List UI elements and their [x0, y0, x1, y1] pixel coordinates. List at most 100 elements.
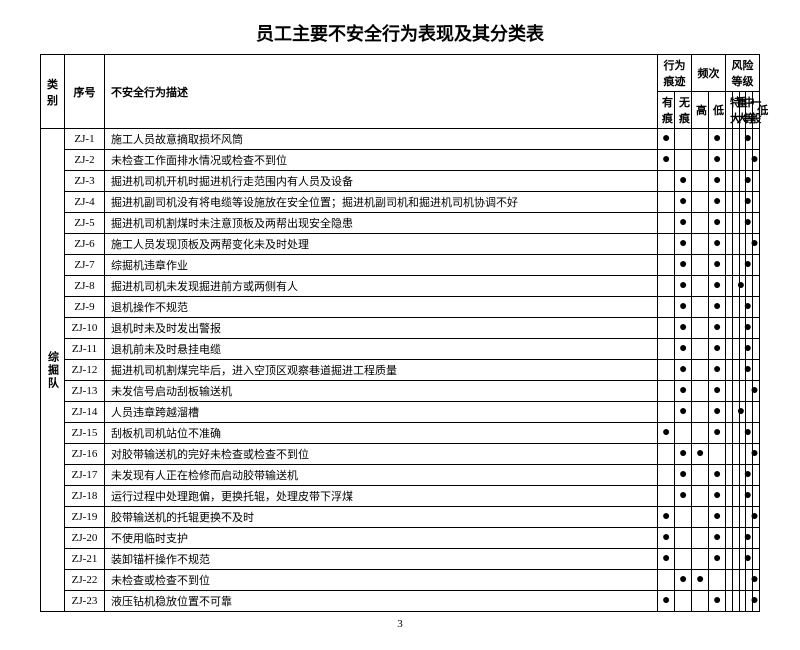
mark-cell	[753, 192, 760, 213]
table-row: ZJ-22未检查或检查不到位●●●	[41, 570, 760, 591]
mark-cell	[692, 318, 709, 339]
mark-cell: ●	[709, 192, 726, 213]
dot-icon: ●	[679, 488, 687, 503]
mark-cell: ●	[746, 444, 753, 465]
seq-cell: ZJ-18	[65, 486, 105, 507]
mark-cell: ●	[658, 507, 675, 528]
mark-cell	[726, 402, 733, 423]
mark-cell	[732, 486, 739, 507]
mark-cell	[732, 150, 739, 171]
mark-cell	[753, 339, 760, 360]
mark-cell	[692, 171, 709, 192]
mark-cell	[739, 570, 746, 591]
header-seq: 序号	[65, 55, 105, 129]
desc-cell: 综掘机违章作业	[105, 255, 658, 276]
mark-cell	[732, 234, 739, 255]
mark-cell	[692, 297, 709, 318]
dot-icon: ●	[713, 173, 721, 188]
table-row: ZJ-23液压钻机稳放位置不可靠●●●	[41, 591, 760, 612]
mark-cell: ●	[739, 339, 746, 360]
mark-cell	[692, 129, 709, 150]
mark-cell: ●	[746, 570, 753, 591]
seq-cell: ZJ-7	[65, 255, 105, 276]
desc-cell: 人员违章跨越溜槽	[105, 402, 658, 423]
dot-icon: ●	[679, 362, 687, 377]
seq-cell: ZJ-10	[65, 318, 105, 339]
seq-cell: ZJ-19	[65, 507, 105, 528]
table-row: ZJ-18运行过程中处理跑偏，更换托辊，处理皮带下浮煤●●●	[41, 486, 760, 507]
mark-cell	[658, 444, 675, 465]
seq-cell: ZJ-9	[65, 297, 105, 318]
mark-cell	[753, 129, 760, 150]
mark-cell: ●	[675, 171, 692, 192]
dot-icon: ●	[662, 509, 670, 524]
mark-cell: ●	[739, 549, 746, 570]
mark-cell: ●	[658, 528, 675, 549]
mark-cell	[675, 591, 692, 612]
dot-icon: ●	[679, 215, 687, 230]
mark-cell: ●	[658, 129, 675, 150]
mark-cell: ●	[739, 213, 746, 234]
table-row: ZJ-12掘进机司机割煤完毕后，进入空顶区观察巷道掘进工程质量●●●	[41, 360, 760, 381]
mark-cell: ●	[739, 192, 746, 213]
dot-icon: ●	[737, 278, 745, 293]
table-row: 综掘队ZJ-1施工人员故意摘取损坏风筒●●●	[41, 129, 760, 150]
table-row: ZJ-2未检查工作面排水情况或检查不到位●●●	[41, 150, 760, 171]
table-row: ZJ-10退机时未及时发出警报●●●	[41, 318, 760, 339]
dot-icon: ●	[713, 278, 721, 293]
mark-cell	[692, 507, 709, 528]
mark-cell: ●	[675, 570, 692, 591]
dot-icon: ●	[713, 404, 721, 419]
mark-cell	[753, 171, 760, 192]
seq-cell: ZJ-11	[65, 339, 105, 360]
mark-cell	[726, 150, 733, 171]
table-row: ZJ-8掘进机司机未发现掘进前方或两侧有人●●●	[41, 276, 760, 297]
mark-cell	[732, 507, 739, 528]
mark-cell	[753, 549, 760, 570]
mark-cell: ●	[709, 150, 726, 171]
table-row: ZJ-15刮板机司机站位不准确●●●	[41, 423, 760, 444]
mark-cell	[753, 213, 760, 234]
desc-cell: 未检查或检查不到位	[105, 570, 658, 591]
seq-cell: ZJ-17	[65, 465, 105, 486]
seq-cell: ZJ-2	[65, 150, 105, 171]
desc-cell: 装卸锚杆操作不规范	[105, 549, 658, 570]
mark-cell: ●	[709, 339, 726, 360]
mark-cell	[658, 234, 675, 255]
seq-cell: ZJ-16	[65, 444, 105, 465]
mark-cell	[732, 444, 739, 465]
seq-cell: ZJ-8	[65, 276, 105, 297]
mark-cell	[658, 339, 675, 360]
mark-cell	[658, 297, 675, 318]
mark-cell: ●	[709, 423, 726, 444]
mark-cell	[692, 423, 709, 444]
dot-icon: ●	[679, 572, 687, 587]
dot-icon: ●	[713, 488, 721, 503]
mark-cell: ●	[709, 213, 726, 234]
dot-icon: ●	[744, 257, 752, 272]
desc-cell: 刮板机司机站位不准确	[105, 423, 658, 444]
mark-cell: ●	[709, 591, 726, 612]
mark-cell	[658, 465, 675, 486]
mark-cell	[753, 465, 760, 486]
mark-cell	[692, 528, 709, 549]
mark-cell: ●	[709, 234, 726, 255]
dot-icon: ●	[662, 152, 670, 167]
mark-cell	[726, 486, 733, 507]
mark-cell: ●	[658, 549, 675, 570]
mark-cell	[732, 570, 739, 591]
dot-icon: ●	[744, 194, 752, 209]
desc-cell: 掘进机司机割煤时未注意顶板及两帮出现安全隐患	[105, 213, 658, 234]
mark-cell	[709, 570, 726, 591]
dot-icon: ●	[750, 383, 758, 398]
dot-icon: ●	[744, 425, 752, 440]
table-row: ZJ-6施工人员发现顶板及两帮变化未及时处理●●●	[41, 234, 760, 255]
dot-icon: ●	[713, 131, 721, 146]
mark-cell	[675, 150, 692, 171]
mark-cell: ●	[739, 129, 746, 150]
dot-icon: ●	[679, 299, 687, 314]
mark-cell	[692, 255, 709, 276]
dot-icon: ●	[750, 446, 758, 461]
mark-cell	[658, 318, 675, 339]
dot-icon: ●	[750, 572, 758, 587]
